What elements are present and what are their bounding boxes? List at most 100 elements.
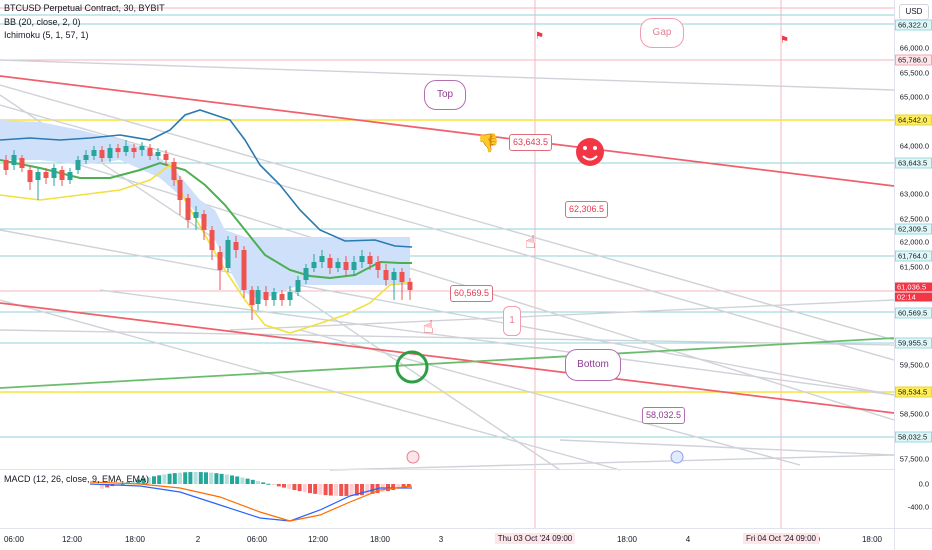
candle-body[interactable] (99, 150, 105, 158)
macd-histogram-bar[interactable] (136, 479, 141, 484)
thumb-down-icon[interactable]: 👎 (477, 133, 500, 153)
candle-body[interactable] (383, 270, 389, 280)
macd-histogram-bar[interactable] (131, 480, 136, 484)
candle-body[interactable] (249, 290, 255, 305)
macd-histogram-bar[interactable] (344, 484, 349, 496)
macd-histogram-bar[interactable] (261, 482, 266, 484)
macd-histogram-bar[interactable] (198, 472, 203, 484)
macd-tick-label[interactable]: -400.0 (907, 502, 929, 512)
candle-body[interactable] (147, 148, 153, 156)
macd-histogram-bar[interactable] (302, 484, 307, 493)
candle-body[interactable] (343, 262, 349, 270)
time-highlight-label[interactable]: Thu 03 Oct '24 09:00 (494, 533, 576, 544)
time-tick-label[interactable]: 06:00 (3, 535, 25, 544)
trend-line[interactable] (299, 329, 801, 466)
us-flag-icon[interactable] (670, 450, 684, 464)
flag-icon[interactable]: ⚑ (780, 35, 789, 46)
candle-body[interactable] (295, 280, 301, 292)
candle-body[interactable] (263, 292, 269, 300)
candle-body[interactable] (67, 172, 73, 180)
macd-histogram-bar[interactable] (339, 484, 344, 496)
trend-line[interactable] (559, 439, 895, 456)
trend-line[interactable] (0, 329, 895, 346)
time-tick-label[interactable]: 2 (195, 535, 201, 544)
macd-histogram-bar[interactable] (250, 479, 255, 484)
macd-histogram-bar[interactable] (256, 481, 260, 484)
candle-body[interactable] (171, 162, 177, 180)
candle-body[interactable] (209, 230, 215, 250)
macd-legend[interactable]: MACD (12, 26, close, 9, EMA, EMA) (4, 474, 150, 484)
macd-histogram-bar[interactable] (178, 472, 182, 484)
countdown-label[interactable]: 02:14 (895, 292, 932, 302)
candle-body[interactable] (115, 148, 121, 152)
top-annotation[interactable]: Top (424, 80, 466, 110)
macd-histogram-bar[interactable] (271, 484, 276, 486)
price-level-label[interactable]: 58,534.5 (895, 386, 932, 398)
candle-body[interactable] (43, 172, 49, 178)
candle-body[interactable] (255, 290, 261, 304)
bb-basis-line[interactable] (0, 159, 412, 280)
time-highlight-label[interactable]: Fri 04 Oct '24 09:00 (742, 533, 820, 544)
macd-histogram-bar[interactable] (318, 484, 323, 495)
price-tick-label[interactable]: 61,500.0 (899, 262, 929, 272)
price-tick-label[interactable]: 59,500.0 (899, 360, 929, 370)
callout-62306[interactable]: 62,306.5 (565, 201, 609, 218)
candle-body[interactable] (407, 282, 413, 290)
red-trend-line[interactable] (0, 302, 895, 414)
macd-histogram-bar[interactable] (188, 472, 193, 484)
macd-histogram-bar[interactable] (323, 484, 328, 496)
macd-histogram-bar[interactable] (354, 484, 359, 496)
macd-histogram-bar[interactable] (292, 484, 297, 491)
macd-tick-label[interactable]: 0.0 (918, 479, 929, 489)
pointing-hand-icon[interactable]: ☝ (423, 317, 434, 337)
macd-histogram-bar[interactable] (209, 472, 214, 484)
price-level-label[interactable]: 63,643.5 (895, 157, 932, 169)
candle-body[interactable] (19, 158, 25, 168)
price-level-label[interactable]: 58,032.5 (895, 431, 932, 443)
candle-body[interactable] (367, 256, 373, 264)
candle-body[interactable] (359, 256, 365, 262)
macd-histogram-bar[interactable] (235, 476, 240, 484)
price-tick-label[interactable]: 66,000.0 (899, 43, 929, 53)
bb-lower-line[interactable] (0, 163, 413, 334)
candle-body[interactable] (335, 262, 341, 268)
currency-badge[interactable]: USD (899, 4, 929, 20)
macd-histogram-bar[interactable] (219, 473, 224, 484)
candle-body[interactable] (51, 168, 57, 178)
candle-body[interactable] (351, 262, 357, 270)
trend-line[interactable] (0, 299, 621, 471)
candle-body[interactable] (59, 170, 65, 180)
macd-histogram-bar[interactable] (266, 483, 271, 485)
candle-body[interactable] (375, 262, 381, 270)
macd-histogram-bar[interactable] (167, 473, 172, 484)
candle-body[interactable] (201, 214, 207, 230)
trend-line[interactable] (0, 229, 895, 396)
price-level-label[interactable]: 60,569.5 (895, 307, 932, 319)
price-axis[interactable]: 66,000.0 65,500.0 65,000.0 64,000.0 63,000.0… (894, 0, 932, 528)
price-tick-label[interactable]: 62,000.0 (899, 237, 929, 247)
time-tick-label[interactable]: 18:00 (369, 535, 391, 544)
smiley-icon[interactable] (576, 138, 604, 166)
candle-body[interactable] (193, 212, 199, 218)
candle-body[interactable] (123, 146, 129, 152)
macd-histogram-bar[interactable] (146, 477, 151, 484)
candle-body[interactable] (35, 172, 41, 180)
macd-histogram-bar[interactable] (240, 477, 245, 484)
current-price-label[interactable]: 61,036.5 (895, 282, 932, 292)
macd-histogram-bar[interactable] (172, 473, 177, 484)
macd-histogram-bar[interactable] (406, 484, 411, 487)
time-tick-label[interactable]: 18:00 (861, 535, 883, 544)
macd-histogram-bar[interactable] (105, 484, 110, 488)
candle-body[interactable] (107, 148, 113, 158)
candle-body[interactable] (279, 294, 285, 300)
macd-histogram-bar[interactable] (396, 484, 401, 489)
candle-body[interactable] (399, 272, 405, 282)
macd-histogram-bar[interactable] (308, 484, 312, 494)
price-tick-label[interactable]: 57,500.0 (899, 454, 929, 464)
flag-icon[interactable]: ⚑ (535, 31, 544, 42)
macd-histogram-bar[interactable] (224, 474, 229, 484)
price-tick-label[interactable]: 58,500.0 (899, 409, 929, 419)
candle-body[interactable] (311, 262, 317, 268)
macd-histogram-bar[interactable] (370, 484, 375, 494)
